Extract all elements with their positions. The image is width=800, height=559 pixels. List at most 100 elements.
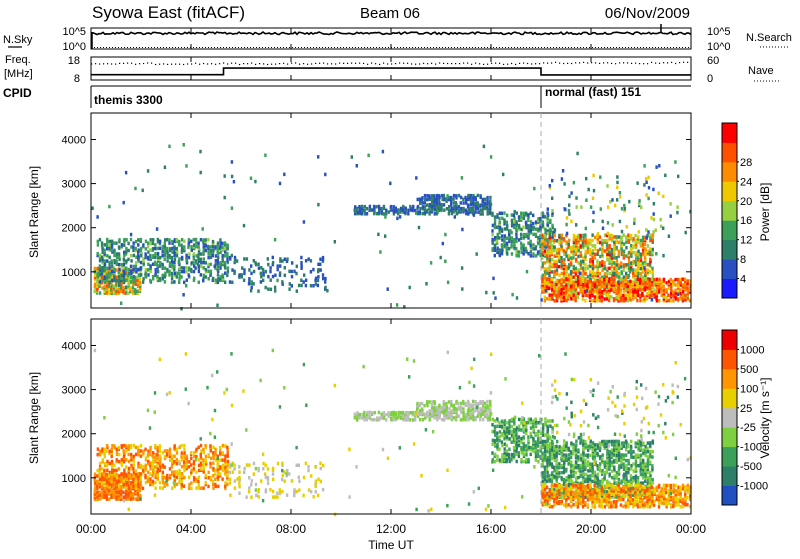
heatmap-cell	[98, 497, 100, 501]
heatmap-cell	[219, 472, 221, 476]
heatmap-cell	[115, 241, 117, 245]
heatmap-cell	[173, 455, 175, 459]
heatmap-cell	[260, 272, 262, 276]
heatmap-cell	[219, 245, 221, 249]
heatmap-cell	[130, 275, 132, 279]
velocity-heatmap-cells	[94, 349, 692, 517]
heatmap-cell	[540, 441, 542, 445]
heatmap-cell	[164, 449, 166, 453]
heatmap-cell	[298, 464, 300, 468]
heatmap-cell	[154, 486, 156, 490]
heatmap-cell	[203, 257, 205, 261]
heatmap-cell	[596, 288, 598, 292]
heatmap-cell	[219, 451, 221, 455]
heatmap-cell	[251, 286, 253, 290]
heatmap-cell	[429, 409, 431, 413]
heatmap-cell	[570, 450, 572, 454]
nave-point	[595, 62, 596, 63]
heatmap-cell	[396, 303, 398, 307]
heatmap-cell	[501, 252, 503, 256]
heatmap-cell	[594, 236, 596, 240]
heatmap-cell	[655, 228, 657, 232]
heatmap-cell	[653, 278, 655, 282]
heatmap-cell	[298, 479, 300, 483]
heatmap-cell	[388, 414, 390, 418]
heatmap-cell	[307, 469, 309, 473]
heatmap-cell	[652, 230, 654, 234]
heatmap-cell	[317, 203, 319, 207]
heatmap-cell	[594, 253, 596, 257]
heatmap-cell	[677, 297, 679, 301]
heatmap-cell	[250, 280, 252, 284]
heatmap-cell	[642, 239, 644, 243]
heatmap-cell	[399, 215, 401, 219]
heatmap-cell	[530, 446, 532, 450]
heatmap-cell	[625, 254, 627, 257]
heatmap-cell	[108, 284, 110, 288]
heatmap-cell	[222, 444, 224, 448]
heatmap-cell	[629, 280, 631, 284]
heatmap-cell	[397, 416, 399, 420]
heatmap-cell	[208, 476, 210, 480]
heatmap-cell	[546, 468, 548, 472]
heatmap-cell	[366, 207, 368, 211]
nave-point	[215, 64, 216, 65]
heatmap-cell	[415, 176, 417, 180]
heatmap-cell	[320, 268, 322, 272]
heatmap-cell	[663, 278, 665, 282]
heatmap-cell	[212, 479, 214, 483]
heatmap-cell	[577, 448, 579, 452]
heatmap-cell	[619, 195, 621, 199]
nave-point	[159, 64, 160, 65]
heatmap-cell	[156, 457, 158, 461]
heatmap-cell	[490, 203, 492, 207]
heatmap-cell	[601, 263, 603, 267]
heatmap-cell	[106, 267, 108, 271]
heatmap-cell	[513, 214, 515, 218]
heatmap-cell	[310, 270, 312, 274]
heatmap-cell	[210, 270, 212, 274]
heatmap-cell	[566, 232, 568, 236]
heatmap-cell	[625, 240, 627, 244]
heatmap-cell	[558, 234, 560, 238]
heatmap-cell	[118, 268, 120, 272]
heatmap-cell	[560, 241, 562, 245]
heatmap-cell	[250, 272, 252, 276]
heatmap-cell	[234, 479, 236, 483]
heatmap-cell	[616, 259, 618, 263]
heatmap-cell	[568, 479, 570, 483]
heatmap-cell	[111, 460, 113, 464]
heatmap-cell	[99, 259, 101, 263]
heatmap-cell	[644, 256, 646, 260]
heatmap-cell	[210, 249, 212, 253]
heatmap-cell	[475, 416, 477, 420]
heatmap-cell	[491, 423, 493, 427]
heatmap-cell	[460, 201, 462, 205]
heatmap-cell	[482, 400, 484, 404]
nave-point	[367, 64, 368, 65]
heatmap-cell	[535, 220, 537, 224]
heatmap-cell	[618, 267, 620, 271]
heatmap-cell	[202, 448, 204, 452]
heatmap-cell	[642, 251, 644, 255]
heatmap-cell	[233, 467, 235, 471]
heatmap-cell	[150, 270, 152, 274]
heatmap-cell	[364, 205, 366, 209]
heatmap-cell	[94, 487, 96, 491]
heatmap-cell	[212, 455, 214, 459]
heatmap-cell	[274, 495, 276, 499]
heatmap-cell	[103, 275, 105, 279]
heatmap-cell	[504, 447, 506, 451]
heatmap-cell	[385, 212, 387, 216]
heatmap-cell	[142, 450, 144, 454]
heatmap-cell	[108, 474, 110, 478]
heatmap-cell	[515, 449, 517, 453]
heatmap-cell	[229, 494, 231, 498]
heatmap-cell	[118, 467, 120, 471]
heatmap-cell	[118, 480, 120, 484]
heatmap-cell	[424, 201, 426, 205]
heatmap-cell	[181, 479, 183, 483]
heatmap-cell	[120, 487, 122, 491]
heatmap-cell	[108, 272, 110, 276]
heatmap-cell	[312, 284, 314, 288]
